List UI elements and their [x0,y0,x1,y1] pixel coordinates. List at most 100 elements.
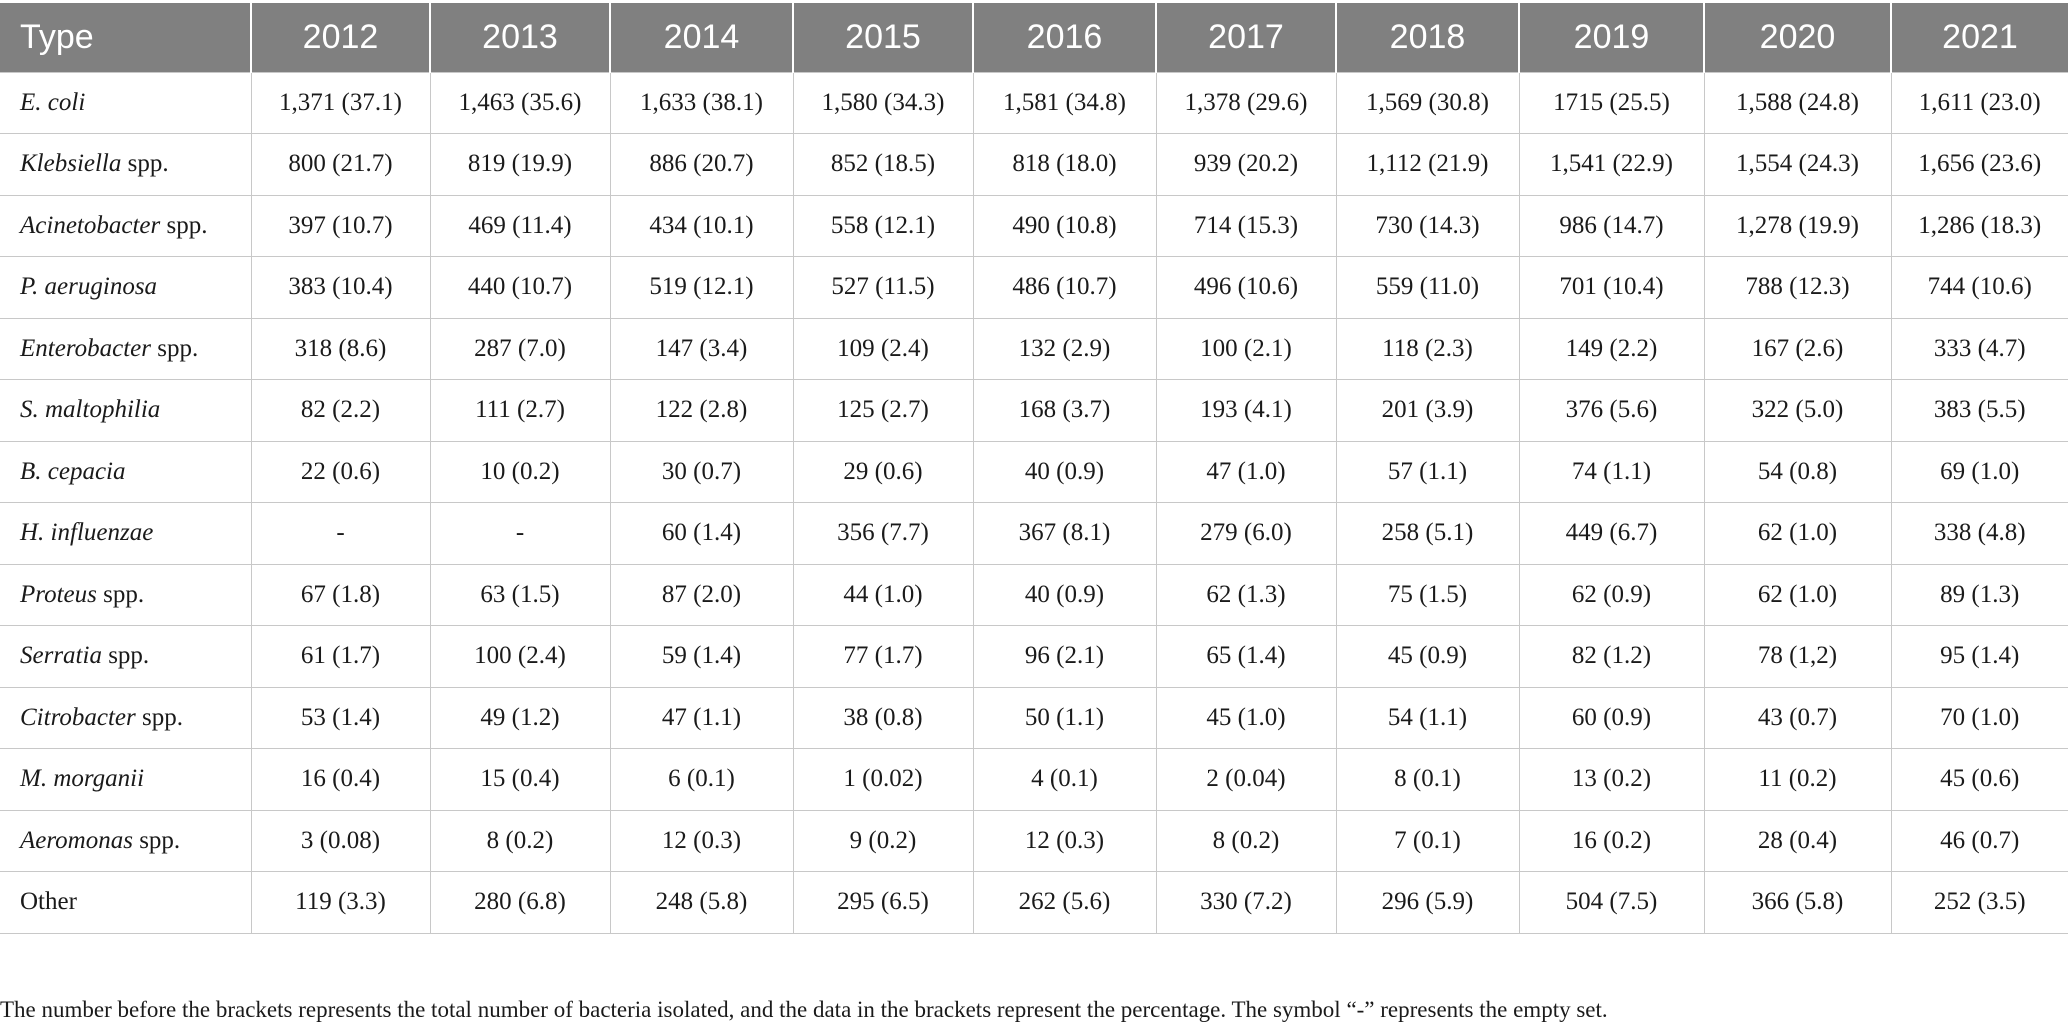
count-cell: 12 (0.3) [609,809,794,872]
count-cell: 62 (1.0) [1703,502,1892,565]
count-cell: 149 (2.2) [1518,317,1705,380]
count-cell: 1,569 (30.8) [1335,71,1520,134]
organism-suffix: spp. [101,642,150,670]
header-type: Type [0,3,251,72]
count-cell: 111 (2.7) [429,379,611,442]
organism-suffix: spp. [96,580,145,608]
table-row: P. aeruginosa 383 (10.4) 440 (10.7) 519 (12… [0,256,2068,319]
count-cell: 7 (0.1) [1335,809,1520,872]
count-cell: 1715 (25.5) [1518,71,1705,134]
table-row: Enterobacter spp. 318 (8.6) 287 (7.0) 147 (… [0,317,2068,380]
count-cell: 1,371 (37.1) [250,71,431,134]
count-cell: 122 (2.8) [609,379,794,442]
count-cell: 100 (2.4) [429,625,611,688]
count-cell: 258 (5.1) [1335,502,1520,565]
bacteria-isolates-table: Type 2012 2013 2014 2015 2016 2017 2018 2019 2020… [0,3,2068,934]
count-cell: 559 (11.0) [1335,256,1520,319]
header-year: 2017 [1155,3,1336,72]
count-cell: 40 (0.9) [972,440,1157,503]
count-cell: 11 (0.2) [1703,748,1892,811]
count-cell: 262 (5.6) [972,871,1157,934]
count-cell: 10 (0.2) [429,440,611,503]
organism-genus: Klebsiella [20,150,122,178]
header-year: 2016 [972,3,1156,72]
header-year: 2015 [792,3,973,72]
count-cell: 16 (0.2) [1518,809,1705,872]
count-cell: 356 (7.7) [792,502,974,565]
count-cell: - [429,502,611,565]
count-cell: 193 (4.1) [1155,379,1337,442]
table-header: Type 2012 2013 2014 2015 2016 2017 2018 2019 2020… [0,3,2068,72]
table-row: M. morganii 16 (0.4) 15 (0.4) 6 (0.1) 1 (0.0… [0,748,2068,811]
count-cell: 318 (8.6) [250,317,431,380]
organism-suffix: spp. [121,150,169,178]
count-cell: 490 (10.8) [972,194,1157,257]
count-cell: 295 (6.5) [792,871,974,934]
organism-suffix: Other [20,888,77,916]
count-cell: 96 (2.1) [972,625,1157,688]
count-cell: 82 (1.2) [1518,625,1705,688]
organism-genus: H. influenzae [20,519,154,547]
count-cell: 279 (6.0) [1155,502,1337,565]
count-cell: 125 (2.7) [792,379,974,442]
organism-name-cell: Aeromonas spp. [0,809,252,872]
count-cell: 1,278 (19.9) [1703,194,1892,257]
count-cell: 29 (0.6) [792,440,974,503]
header-year: 2014 [609,3,793,72]
count-cell: 248 (5.8) [609,871,794,934]
count-cell: 397 (10.7) [250,194,431,257]
count-cell: 70 (1.0) [1890,686,2068,749]
count-cell: 1,611 (23.0) [1890,71,2068,134]
count-cell: 30 (0.7) [609,440,794,503]
organism-name-cell: P. aeruginosa [0,256,252,319]
count-cell: 8 (0.2) [1155,809,1337,872]
count-cell: 1,656 (23.6) [1890,133,2068,196]
count-cell: 61 (1.7) [250,625,431,688]
count-cell: 119 (3.3) [250,871,431,934]
count-cell: 75 (1.5) [1335,563,1520,626]
count-cell: 167 (2.6) [1703,317,1892,380]
count-cell: 28 (0.4) [1703,809,1892,872]
count-cell: 15 (0.4) [429,748,611,811]
count-cell: 47 (1.0) [1155,440,1337,503]
count-cell: 1,463 (35.6) [429,71,611,134]
count-cell: 53 (1.4) [250,686,431,749]
organism-genus: Serratia [20,642,102,670]
count-cell: 744 (10.6) [1890,256,2068,319]
count-cell: 118 (2.3) [1335,317,1520,380]
count-cell: 469 (11.4) [429,194,611,257]
count-cell: 147 (3.4) [609,317,794,380]
count-cell: 1,588 (24.8) [1703,71,1892,134]
count-cell: 132 (2.9) [972,317,1157,380]
organism-genus: Citrobacter [20,703,136,731]
count-cell: 714 (15.3) [1155,194,1337,257]
organism-genus: M. morganii [20,765,145,793]
count-cell: 527 (11.5) [792,256,974,319]
count-cell: 44 (1.0) [792,563,974,626]
count-cell: 852 (18.5) [792,133,974,196]
count-cell: 440 (10.7) [429,256,611,319]
count-cell: 43 (0.7) [1703,686,1892,749]
table-row: Serratia spp. 61 (1.7) 100 (2.4) 59 (1.4) 77… [0,625,2068,688]
count-cell: 818 (18.0) [972,133,1157,196]
count-cell: 1,378 (29.6) [1155,71,1337,134]
count-cell: 1,554 (24.3) [1703,133,1892,196]
count-cell: 77 (1.7) [792,625,974,688]
organism-genus: Acinetobacter [20,211,161,239]
header-year: 2020 [1703,3,1891,72]
organism-genus: Aeromonas [20,826,133,854]
count-cell: 22 (0.6) [250,440,431,503]
organism-suffix: spp. [160,211,208,239]
count-cell: 486 (10.7) [972,256,1157,319]
count-cell: 45 (0.6) [1890,748,2068,811]
count-cell: 504 (7.5) [1518,871,1705,934]
organism-name-cell: E. coli [0,71,252,134]
count-cell: 12 (0.3) [972,809,1157,872]
count-cell: 201 (3.9) [1335,379,1520,442]
count-cell: 330 (7.2) [1155,871,1337,934]
count-cell: 100 (2.1) [1155,317,1337,380]
organism-genus: E. coli [20,88,86,116]
count-cell: 95 (1.4) [1890,625,2068,688]
organism-genus: Proteus [20,580,97,608]
count-cell: 3 (0.08) [250,809,431,872]
